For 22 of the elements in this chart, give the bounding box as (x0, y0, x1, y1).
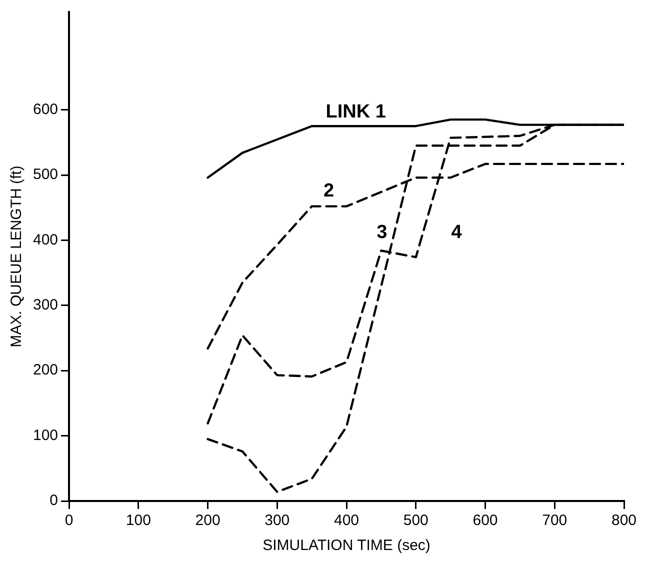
y-tick-label: 400 (32, 231, 58, 248)
series-label: LINK 1 (326, 101, 386, 122)
x-axis-title: SIMULATION TIME (sec) (262, 537, 430, 554)
x-tick-label: 200 (195, 512, 220, 530)
x-tick-label: 400 (334, 512, 360, 530)
series-label: 3 (376, 222, 388, 243)
y-tick-label: 100 (32, 426, 58, 444)
x-tick-label: 0 (64, 512, 74, 530)
y-tick-label: 200 (32, 362, 58, 379)
x-tick-label: 600 (472, 512, 498, 530)
x-tick-label: 300 (264, 512, 290, 530)
y-tick-label: 0 (50, 492, 58, 510)
y-tick-label: 500 (32, 166, 58, 184)
y-axis-title: MAX. QUEUE LENGTH (ft) (8, 166, 26, 348)
y-tick-label: 300 (32, 296, 58, 314)
series-label: 2 (324, 180, 334, 202)
x-tick-label: 100 (126, 512, 151, 530)
x-tick-label: 800 (611, 512, 637, 530)
series-label: 4 (451, 222, 462, 244)
x-tick-label: 700 (542, 512, 568, 530)
y-tick-label: 600 (32, 100, 58, 118)
x-tick-label: 500 (403, 512, 428, 530)
